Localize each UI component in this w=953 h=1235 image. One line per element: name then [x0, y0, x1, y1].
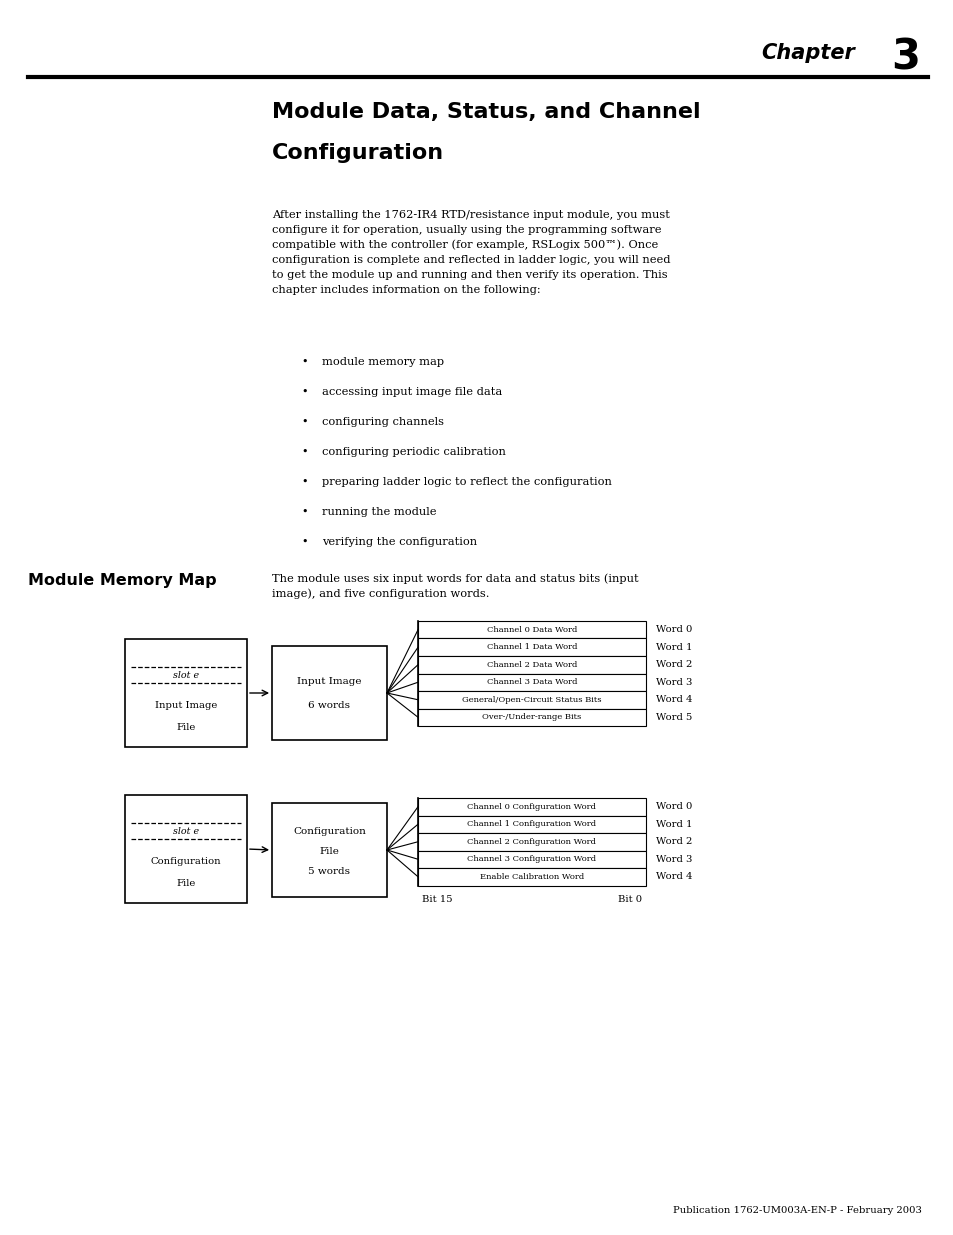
Text: accessing input image file data: accessing input image file data	[322, 387, 501, 396]
Text: Word 1: Word 1	[656, 642, 692, 652]
Text: verifying the configuration: verifying the configuration	[322, 537, 476, 547]
Text: After installing the 1762-IR4 RTD/resistance input module, you must
configure it: After installing the 1762-IR4 RTD/resist…	[272, 210, 670, 295]
Text: slot e: slot e	[172, 671, 199, 679]
Text: Configuration: Configuration	[151, 857, 221, 866]
Bar	[417, 692, 645, 709]
Text: Word 0: Word 0	[656, 625, 692, 635]
Text: preparing ladder logic to reflect the configuration: preparing ladder logic to reflect the co…	[322, 477, 611, 487]
Text: Channel 0 Configuration Word: Channel 0 Configuration Word	[467, 803, 596, 810]
Text: module memory map: module memory map	[322, 357, 444, 367]
Text: 6 words: 6 words	[308, 700, 350, 709]
Bar	[417, 673, 645, 692]
Bar	[272, 803, 387, 897]
Bar	[417, 798, 645, 815]
Text: Word 2: Word 2	[656, 661, 692, 669]
Bar	[417, 815, 645, 832]
Text: Over-/Under-range Bits: Over-/Under-range Bits	[482, 714, 581, 721]
Bar	[417, 638, 645, 656]
Text: Configuration: Configuration	[272, 143, 444, 163]
Text: Word 4: Word 4	[656, 695, 692, 704]
Text: •: •	[301, 387, 308, 396]
Text: Configuration: Configuration	[293, 827, 366, 836]
Text: Word 5: Word 5	[656, 713, 692, 721]
Text: •: •	[301, 508, 308, 517]
Bar	[417, 851, 645, 868]
Bar	[125, 638, 247, 747]
Text: Input Image: Input Image	[297, 677, 361, 685]
Text: •: •	[301, 357, 308, 367]
Text: Module Data, Status, and Channel: Module Data, Status, and Channel	[272, 103, 700, 122]
Bar	[272, 646, 387, 740]
Text: Bit 15: Bit 15	[421, 895, 452, 904]
Text: File: File	[176, 722, 195, 731]
Text: slot e: slot e	[172, 826, 199, 836]
Text: Module Memory Map: Module Memory Map	[28, 573, 216, 588]
Text: Enable Calibration Word: Enable Calibration Word	[479, 873, 583, 881]
Text: Input Image: Input Image	[154, 700, 217, 709]
Bar	[125, 795, 247, 903]
Text: running the module: running the module	[322, 508, 436, 517]
Text: Channel 3 Configuration Word: Channel 3 Configuration Word	[467, 856, 596, 863]
Text: Publication 1762-UM003A-EN-P - February 2003: Publication 1762-UM003A-EN-P - February …	[673, 1207, 921, 1215]
Bar	[417, 868, 645, 885]
Text: Word 3: Word 3	[656, 855, 692, 863]
Text: •: •	[301, 477, 308, 487]
Text: Word 1: Word 1	[656, 820, 692, 829]
Text: File: File	[319, 847, 339, 857]
Text: •: •	[301, 537, 308, 547]
Text: The module uses six input words for data and status bits (input
image), and five: The module uses six input words for data…	[272, 573, 638, 599]
Bar	[417, 832, 645, 851]
Text: Channel 0 Data Word: Channel 0 Data Word	[486, 626, 577, 634]
Text: Word 4: Word 4	[656, 872, 692, 882]
Text: General/Open-Circuit Status Bits: General/Open-Circuit Status Bits	[462, 695, 601, 704]
Text: 5 words: 5 words	[308, 867, 350, 877]
Text: Word 3: Word 3	[656, 678, 692, 687]
Text: 3: 3	[890, 37, 919, 79]
Text: •: •	[301, 447, 308, 457]
Text: Word 0: Word 0	[656, 803, 692, 811]
Text: Bit 0: Bit 0	[618, 895, 641, 904]
Text: configuring periodic calibration: configuring periodic calibration	[322, 447, 505, 457]
Text: •: •	[301, 417, 308, 427]
Text: Word 2: Word 2	[656, 837, 692, 846]
Text: Channel 1 Configuration Word: Channel 1 Configuration Word	[467, 820, 596, 829]
Text: Channel 1 Data Word: Channel 1 Data Word	[486, 643, 577, 651]
Text: Channel 3 Data Word: Channel 3 Data Word	[486, 678, 577, 687]
Bar	[417, 656, 645, 673]
Text: Chapter: Chapter	[760, 43, 854, 63]
Text: File: File	[176, 878, 195, 888]
Text: Channel 2 Data Word: Channel 2 Data Word	[486, 661, 577, 668]
Bar	[417, 709, 645, 726]
Text: Channel 2 Configuration Word: Channel 2 Configuration Word	[467, 837, 596, 846]
Bar	[417, 621, 645, 638]
Text: configuring channels: configuring channels	[322, 417, 443, 427]
